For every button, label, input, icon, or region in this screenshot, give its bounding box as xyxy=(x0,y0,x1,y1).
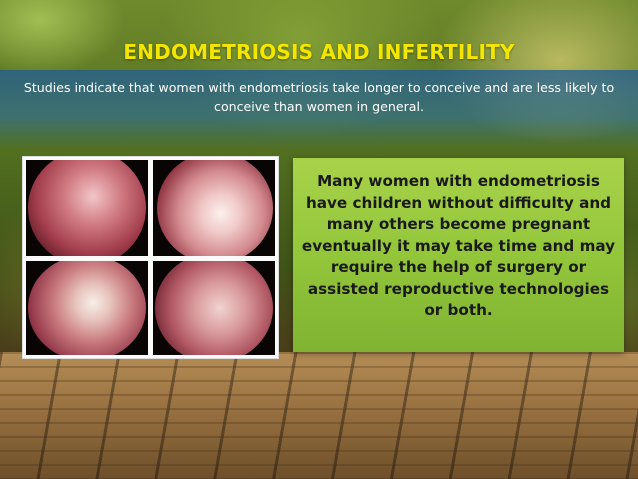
laparoscopy-photo-grid xyxy=(22,156,279,359)
laparoscopy-photo-2 xyxy=(153,160,275,256)
laparoscopy-photo-1 xyxy=(26,160,148,256)
info-textbox: Many women with endometriosis have child… xyxy=(293,158,624,352)
laparoscopy-photo-4 xyxy=(153,261,275,355)
slide-title: ENDOMETRIOSIS AND INFERTILITY xyxy=(123,40,515,64)
subtitle-band xyxy=(0,70,638,150)
wooden-floor xyxy=(0,352,638,479)
info-text: Many women with endometriosis have child… xyxy=(301,172,616,319)
laparoscopy-photo-3 xyxy=(26,261,148,355)
slide-subtitle: Studies indicate that women with endomet… xyxy=(23,80,615,114)
